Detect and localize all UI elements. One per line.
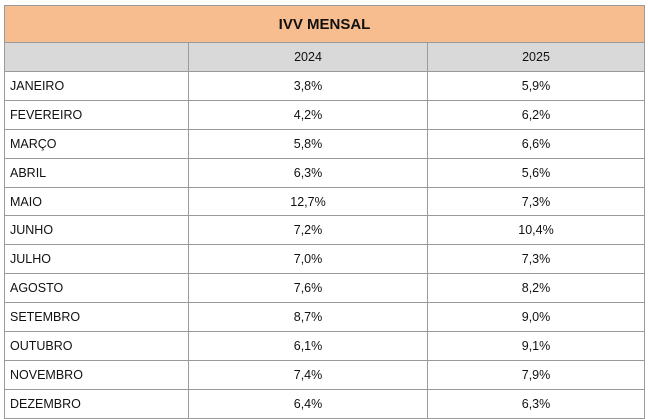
- value-cell: 7,6%: [188, 273, 428, 304]
- table-row: MARÇO 5,8% 6,6%: [4, 128, 646, 159]
- value-cell: 8,2%: [426, 273, 646, 304]
- value-cell: 5,9%: [426, 71, 646, 101]
- value-cell: 12,7%: [188, 186, 428, 217]
- ivv-table: IVV MENSAL 2024 2025 JANEIRO 3,8% 5,9% FEVE…: [3, 5, 646, 419]
- table-row: FEVEREIRO 4,2% 6,2%: [4, 99, 646, 130]
- month-cell: DEZEMBRO: [4, 388, 189, 419]
- month-cell: ABRIL: [4, 157, 189, 188]
- month-cell: NOVEMBRO: [4, 359, 189, 390]
- value-cell: 6,2%: [426, 99, 646, 130]
- header-row: 2024 2025: [4, 42, 646, 72]
- month-cell: MAIO: [4, 186, 189, 217]
- column-header: 2025: [426, 42, 646, 72]
- value-cell: 5,6%: [426, 157, 646, 188]
- value-cell: 7,2%: [188, 215, 428, 246]
- value-cell: 7,3%: [426, 244, 646, 275]
- value-cell: 6,3%: [188, 157, 428, 188]
- table-row: AGOSTO 7,6% 8,2%: [4, 273, 646, 304]
- value-cell: 6,6%: [426, 128, 646, 159]
- value-cell: 7,0%: [188, 244, 428, 275]
- table-row: OUTUBRO 6,1% 9,1%: [4, 331, 646, 361]
- table-row: NOVEMBRO 7,4% 7,9%: [4, 359, 646, 390]
- value-cell: 5,8%: [188, 128, 428, 159]
- value-cell: 7,9%: [426, 359, 646, 390]
- value-cell: 6,3%: [426, 388, 646, 419]
- table-row: JUNHO 7,2% 10,4%: [4, 215, 646, 246]
- month-cell: FEVEREIRO: [4, 99, 189, 130]
- title-row: IVV MENSAL: [3, 5, 646, 43]
- month-cell: JULHO: [4, 244, 189, 275]
- value-cell: 7,4%: [188, 359, 428, 390]
- value-cell: 9,1%: [426, 331, 646, 361]
- table-row: JANEIRO 3,8% 5,9%: [4, 71, 646, 101]
- month-cell: AGOSTO: [4, 273, 189, 304]
- table-row: SETEMBRO 8,7% 9,0%: [4, 302, 646, 333]
- value-cell: 6,1%: [188, 331, 428, 361]
- table-row: ABRIL 6,3% 5,6%: [4, 157, 646, 188]
- value-cell: 9,0%: [426, 302, 646, 333]
- month-cell: JANEIRO: [4, 71, 189, 101]
- value-cell: 6,4%: [188, 388, 428, 419]
- table-row: DEZEMBRO 6,4% 6,3%: [4, 388, 646, 419]
- table-body: IVV MENSAL 2024 2025 JANEIRO 3,8% 5,9% FEVE…: [3, 5, 646, 419]
- month-cell: MARÇO: [4, 128, 189, 159]
- month-cell: SETEMBRO: [4, 302, 189, 333]
- table-wrap: IVV MENSAL 2024 2025 JANEIRO 3,8% 5,9% FEVE…: [3, 5, 646, 419]
- month-cell: OUTUBRO: [4, 331, 189, 361]
- value-cell: 8,7%: [188, 302, 428, 333]
- table-row: MAIO 12,7% 7,3%: [4, 186, 646, 217]
- table-title: IVV MENSAL: [3, 5, 646, 43]
- column-header: 2024: [188, 42, 428, 72]
- table-row: JULHO 7,0% 7,3%: [4, 244, 646, 275]
- month-cell: JUNHO: [4, 215, 189, 246]
- value-cell: 10,4%: [426, 215, 646, 246]
- value-cell: 4,2%: [188, 99, 428, 130]
- header-empty: [4, 42, 189, 72]
- value-cell: 3,8%: [188, 71, 428, 101]
- value-cell: 7,3%: [426, 186, 646, 217]
